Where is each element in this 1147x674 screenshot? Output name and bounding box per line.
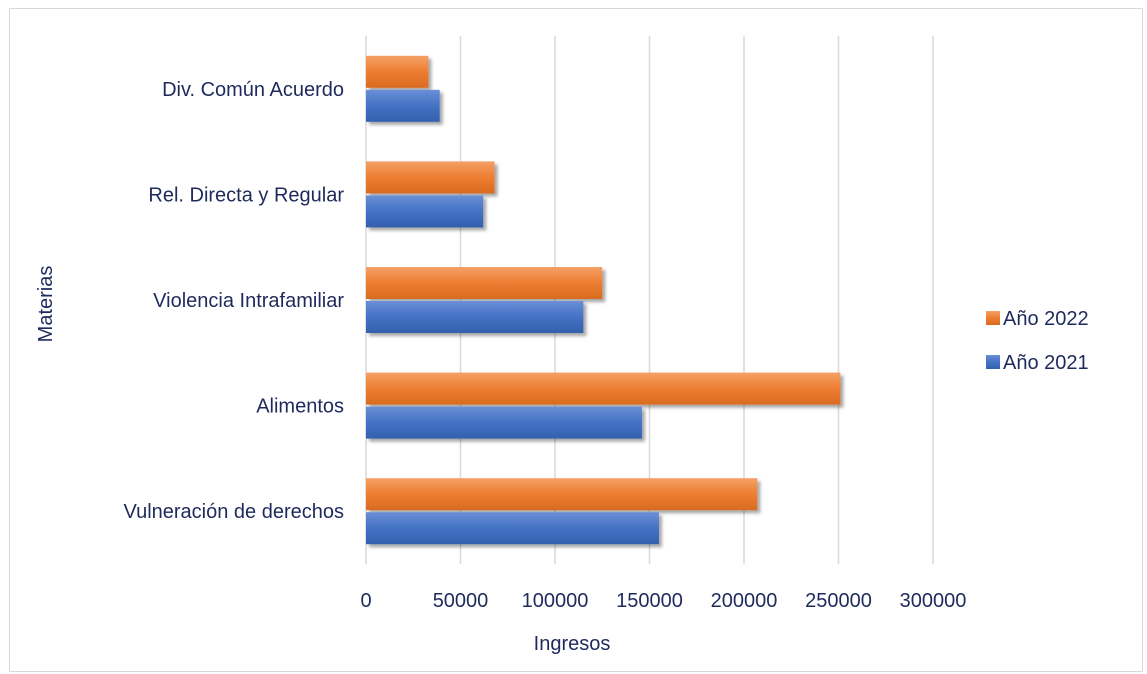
chart-frame [9,8,1143,672]
category-labels: Div. Común Acuerdo Rel. Directa y Regular… [123,79,344,523]
bar-ano-2021 [366,195,484,228]
legend-swatch [986,311,1000,325]
category-label: Vulneración de derechos [123,501,344,523]
bar-ano-2021 [366,301,584,333]
bar-ano-2022 [366,55,429,88]
x-tick-label: 200000 [711,590,778,612]
x-tick-label: 0 [360,590,371,612]
y-axis-title: Materias [35,266,57,343]
category-label: Violencia Intrafamiliar [153,290,344,312]
bar-ano-2022 [366,478,758,511]
bars [366,55,841,545]
x-tick-label: 100000 [522,590,589,612]
bar-ano-2022 [366,161,495,194]
x-tick-label: 250000 [805,590,872,612]
legend-label: Año 2022 [1003,308,1089,330]
category-label: Rel. Directa y Regular [148,184,344,206]
legend-label: Año 2021 [1003,352,1089,374]
bar-ano-2021 [366,89,440,122]
x-tick-label: 150000 [616,590,683,612]
x-tick-label: 300000 [900,590,967,612]
category-label: Alimentos [256,396,344,418]
x-tick-labels: 0 50000 100000 150000 200000 250000 300000 [360,590,966,612]
bar-ano-2022 [366,267,603,299]
bar-ano-2021 [366,512,659,545]
x-axis-title: Ingresos [534,633,611,655]
legend: Año 2022 Año 2021 [986,308,1089,374]
bar-ano-2022 [366,372,841,405]
bar-ano-2021 [366,406,642,439]
category-label: Div. Común Acuerdo [162,79,344,101]
x-tick-label: 50000 [433,590,489,612]
legend-swatch [986,355,1000,369]
grid-lines [365,36,934,564]
